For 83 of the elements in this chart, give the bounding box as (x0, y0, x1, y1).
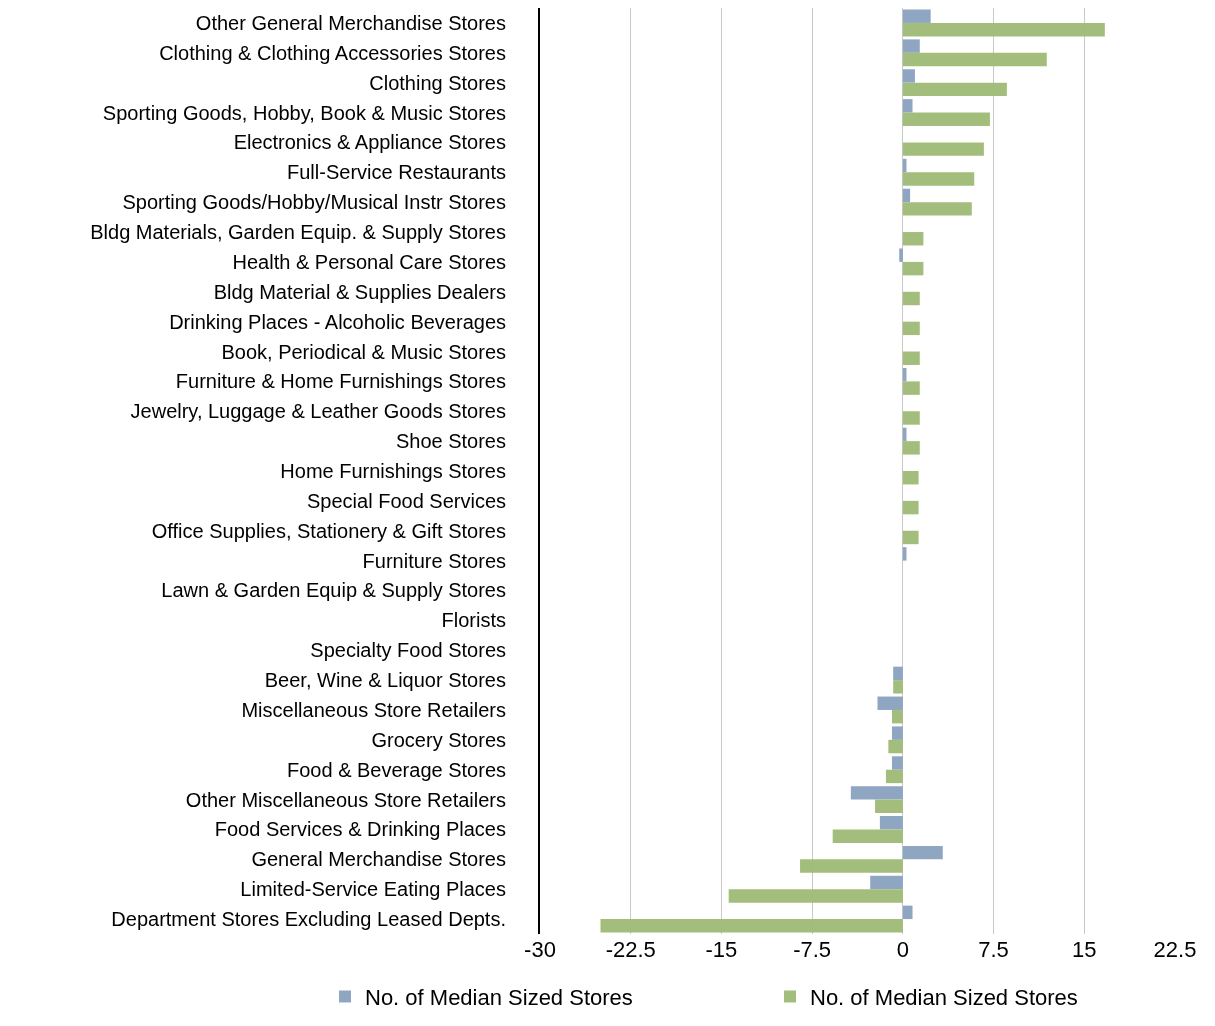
y-tick-label: Sporting Goods, Hobby, Book & Music Stores (102, 101, 506, 124)
y-tick-label: Food & Beverage Stores (286, 758, 506, 781)
bar (902, 351, 920, 365)
bar (902, 39, 920, 53)
bar (800, 859, 903, 873)
y-tick-label: Clothing & Clothing Accessories Stores (159, 41, 506, 64)
y-tick-label: Bldg Materials, Garden Equip. & Supply Stores (90, 221, 506, 244)
y-tick-label: Department Stores Excluding Leased Depts. (111, 908, 506, 931)
bar (902, 261, 924, 276)
bar (902, 381, 920, 395)
bar (877, 696, 903, 710)
y-tick-label: Special Food Services (307, 489, 506, 512)
bar (888, 739, 903, 754)
x-tick-label: -22.5 (605, 937, 656, 962)
y-tick-label: Furniture & Home Furnishings Stores (175, 370, 506, 393)
bar (902, 232, 924, 246)
bar (902, 530, 919, 545)
bar (902, 411, 920, 425)
bar (902, 52, 1047, 67)
x-tick-label: -7.5 (793, 937, 832, 962)
bar (902, 69, 915, 83)
bar (891, 726, 903, 740)
bar (832, 829, 903, 843)
bar (891, 756, 903, 770)
bar (902, 22, 1105, 37)
y-tick-label: Drinking Places - Alcoholic Beverages (169, 310, 506, 333)
y-tick-label: Limited-Service Eating Places (240, 878, 506, 901)
y-tick-label: Lawn & Garden Equip & Supply Stores (161, 579, 506, 602)
y-tick-label: Office Supplies, Stationery & Gift Stores (151, 519, 506, 542)
bar (902, 321, 920, 336)
y-tick-label: Florists (441, 609, 506, 632)
x-tick-label: 0 (896, 937, 909, 962)
bar (902, 471, 919, 485)
y-tick-label: Clothing Stores (369, 71, 506, 94)
bar (902, 172, 975, 186)
x-tick-label: -30 (524, 937, 556, 962)
x-tick-label: 15 (1072, 937, 1097, 962)
bar (902, 905, 913, 920)
x-tick-label: -15 (705, 937, 738, 962)
y-tick-label: Beer, Wine & Liquor Stores (264, 669, 506, 692)
y-tick-label: Sporting Goods/Hobby/Musical Instr Stores (122, 191, 506, 214)
bar (902, 202, 972, 216)
y-tick-label: Food Services & Drinking Places (214, 818, 506, 841)
y-tick-label: Miscellaneous Store Retailers (241, 698, 506, 721)
y-tick-label: Home Furnishings Stores (280, 460, 506, 482)
legend-label: No. of Median Sized Stores (810, 985, 1078, 1011)
bar (902, 291, 920, 306)
bar (870, 875, 903, 890)
y-tick-label: Furniture Stores (362, 549, 506, 572)
y-tick-label: Bldg Material & Supplies Dealers (213, 280, 506, 303)
bar (902, 82, 1007, 97)
bar (728, 889, 903, 903)
y-tick-label: Shoe Stores (395, 430, 506, 453)
x-tick-label: 22.5 (1153, 937, 1197, 962)
y-tick-label: Electronics & Appliance Stores (233, 131, 506, 154)
x-tick-label: 7.5 (978, 937, 1009, 962)
y-tick-label: Grocery Stores (371, 728, 506, 751)
bar (850, 786, 903, 800)
bar (885, 769, 903, 784)
bar (902, 112, 990, 126)
y-tick-label: Other Miscellaneous Store Retailers (185, 788, 506, 811)
bar (902, 9, 931, 23)
y-tick-label: Other General Merchandise Stores (195, 11, 506, 34)
legend-label: No. of Median Sized Stores (365, 985, 633, 1011)
bar (902, 142, 984, 156)
bar (893, 680, 903, 694)
bar (902, 441, 920, 455)
bar (879, 816, 903, 830)
bar (902, 500, 919, 515)
bar (902, 99, 913, 113)
y-tick-label: Health & Personal Care Stores (232, 250, 506, 273)
y-tick-label: Book, Periodical & Music Stores (221, 340, 506, 363)
bar (875, 799, 903, 814)
y-tick-label: Specialty Food Stores (310, 639, 506, 662)
bar (902, 188, 911, 203)
bar (600, 919, 903, 933)
bar (902, 845, 943, 860)
bar (893, 666, 903, 681)
y-tick-label: General Merchandise Stores (251, 848, 506, 871)
y-tick-label: Full-Service Restaurants (287, 161, 506, 184)
y-tick-label: Jewelry, Luggage & Leather Goods Stores (130, 400, 506, 423)
bar (899, 248, 903, 262)
bar (891, 709, 903, 724)
